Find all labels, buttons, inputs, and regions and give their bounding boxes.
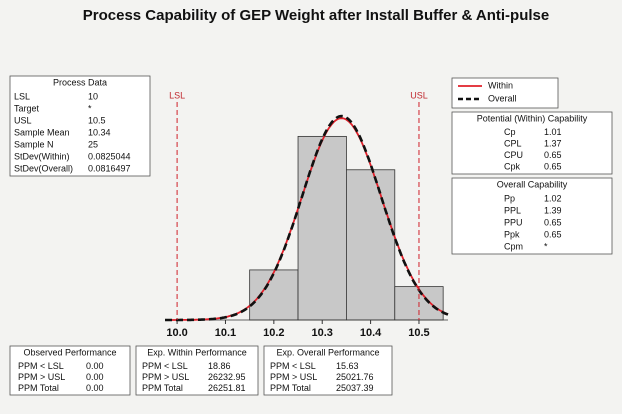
panel-box	[9, 345, 131, 396]
panel-value: 26232.95	[208, 372, 246, 382]
panel-label: StDev(Within)	[14, 151, 70, 161]
panel-label: Cp	[504, 127, 516, 137]
spec-limit-label: USL	[410, 90, 428, 100]
panel-value: 0.65	[544, 217, 562, 227]
panel-title: Exp. Within Performance	[147, 347, 247, 357]
panel-box	[263, 345, 393, 396]
panel-label: CPU	[504, 150, 523, 160]
panel-value: *	[88, 103, 92, 113]
x-tick-label: 10.0	[166, 327, 187, 339]
panel-title: Process Data	[53, 77, 107, 87]
panel-label: PPM < LSL	[142, 361, 188, 371]
panel-title: Exp. Overall Performance	[276, 347, 379, 357]
x-tick-label: 10.4	[360, 327, 382, 339]
panel-value: 0.0825044	[88, 151, 131, 161]
fit-curve	[165, 114, 449, 322]
x-tick-label: 10.1	[215, 327, 236, 339]
panel-box	[451, 177, 613, 255]
histogram-bar	[346, 169, 396, 321]
panel-value: 1.37	[544, 139, 562, 149]
panel-value: 26251.81	[208, 383, 246, 393]
panel-value: 1.39	[544, 205, 562, 215]
panel-value: 0.0816497	[88, 163, 131, 173]
panel-value: 25021.76	[336, 372, 374, 382]
panel-label: Pp	[504, 193, 515, 203]
panel-label: PPM Total	[142, 383, 183, 393]
x-tick-label: 10.2	[263, 327, 284, 339]
panel-label: Cpk	[504, 162, 521, 172]
panel-label: StDev(Overall)	[14, 163, 73, 173]
panel-value: 10.34	[88, 127, 111, 137]
x-tick-label: 10.5	[408, 327, 429, 339]
panel-value: 0.00	[86, 361, 104, 371]
panel-label: CPL	[504, 139, 522, 149]
panel-label: PPM Total	[18, 383, 59, 393]
legend-label: Overall	[488, 93, 517, 103]
panel-label: PPM > USL	[142, 372, 189, 382]
panel-value: *	[544, 241, 548, 251]
legend-box	[451, 77, 559, 109]
panel-label: Sample Mean	[14, 127, 70, 137]
panel-label: PPL	[504, 205, 521, 215]
panel-value: 18.86	[208, 361, 231, 371]
panel-label: Cpm	[504, 241, 523, 251]
panel-value: 0.65	[544, 229, 562, 239]
chart-title: Process Capability of GEP Weight after I…	[83, 7, 549, 24]
panel-title: Overall Capability	[497, 179, 568, 189]
panel-label: Sample N	[14, 139, 54, 149]
panel-label: USL	[14, 115, 32, 125]
legend-label: Within	[488, 80, 513, 90]
spec-limit-label: LSL	[169, 90, 185, 100]
x-tick-label: 10.3	[312, 327, 333, 339]
panel-label: PPM > USL	[270, 372, 317, 382]
panel-value: 0.00	[86, 383, 104, 393]
panel-value: 1.02	[544, 193, 562, 203]
panel-value: 10	[88, 91, 98, 101]
panel-title: Observed Performance	[23, 347, 116, 357]
panel-box	[9, 75, 151, 177]
panel-label: Target	[14, 103, 40, 113]
panel-label: PPM < LSL	[270, 361, 316, 371]
panel-box	[135, 345, 259, 396]
panel-value: 0.65	[544, 162, 562, 172]
panel-value: 0.65	[544, 150, 562, 160]
panel-title: Potential (Within) Capability	[477, 113, 588, 123]
panel-label: LSL	[14, 91, 30, 101]
panel-value: 25	[88, 139, 98, 149]
panel-label: PPM > USL	[18, 372, 65, 382]
panel-value: 10.5	[88, 115, 106, 125]
panel-value: 15.63	[336, 361, 359, 371]
histogram-bar	[249, 269, 299, 321]
histogram-bar	[297, 135, 347, 321]
panel-box	[451, 111, 613, 175]
panel-value: 25037.39	[336, 383, 374, 393]
panel-value: 0.00	[86, 372, 104, 382]
panel-label: PPU	[504, 217, 523, 227]
panel-label: PPM Total	[270, 383, 311, 393]
panel-label: Ppk	[504, 229, 520, 239]
panel-value: 1.01	[544, 127, 562, 137]
panel-label: PPM < LSL	[18, 361, 64, 371]
